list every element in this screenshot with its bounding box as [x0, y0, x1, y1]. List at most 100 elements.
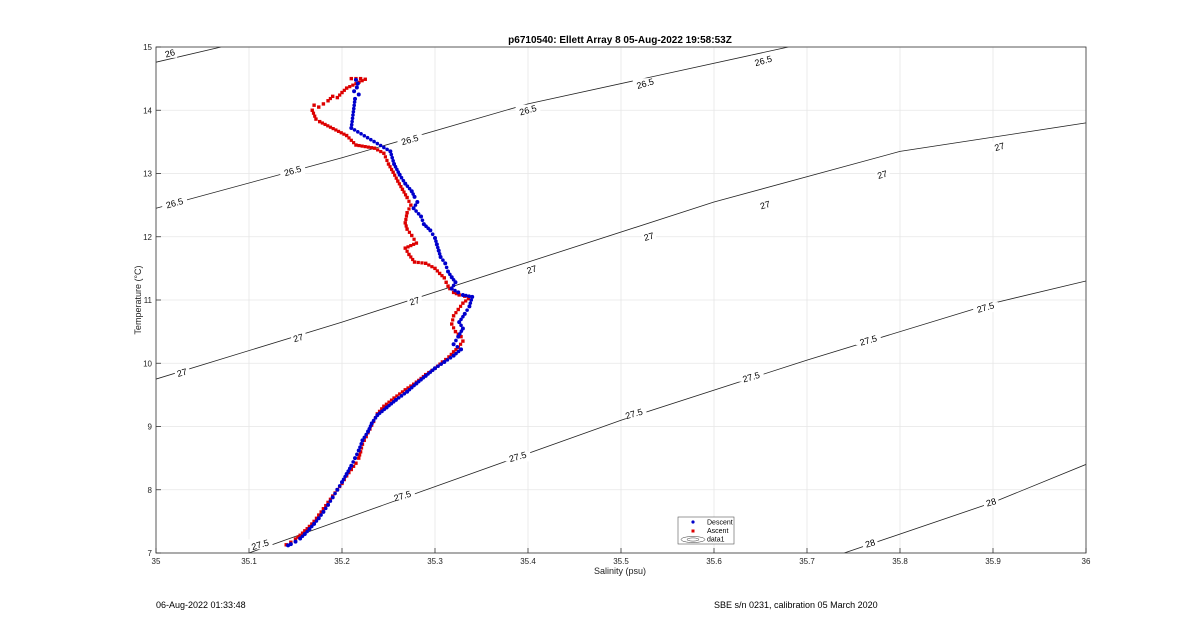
descent-point: [385, 147, 389, 152]
descent-point: [349, 125, 354, 130]
ascent-point: [357, 143, 361, 148]
descent-point: [407, 186, 412, 191]
ascent-point: [313, 114, 317, 118]
ascent-point: [326, 500, 330, 505]
ascent-point: [305, 527, 309, 531]
x-tick-label: 35: [152, 557, 161, 566]
ascent-point: [424, 261, 428, 266]
descent-point: [405, 184, 410, 188]
ascent-point: [369, 146, 374, 150]
ascent-point: [363, 145, 367, 149]
ascent-point: [405, 227, 409, 231]
contour-label-bg: [632, 78, 658, 89]
ascent-point: [319, 510, 323, 514]
x-tick-label: 35.5: [613, 557, 629, 566]
ascent-point: [388, 165, 392, 169]
descent-point: [390, 155, 395, 160]
ascent-point: [403, 193, 408, 197]
descent-point: [309, 524, 314, 529]
ascent-point: [358, 450, 363, 454]
contour-label: 26.5: [283, 164, 303, 178]
ascent-point: [466, 297, 471, 301]
contour-label-bg: [174, 367, 190, 378]
descent-point: [434, 242, 439, 247]
ascent-point: [380, 407, 384, 411]
ascent-point: [451, 318, 455, 322]
ascent-point: [404, 224, 408, 228]
contour-label-bg: [505, 451, 531, 462]
descent-point: [459, 323, 463, 328]
contour-label-bg: [750, 55, 776, 66]
descent-point: [439, 362, 444, 366]
descent-point: [413, 203, 418, 207]
ascent-point: [384, 402, 389, 406]
ascent-point: [451, 350, 456, 354]
ascent-point: [461, 339, 465, 343]
descent-point: [461, 314, 465, 319]
contour-label-bg: [524, 264, 539, 275]
contour-label-bg: [397, 134, 423, 145]
descent-point: [399, 175, 404, 180]
ascent-point: [409, 244, 413, 248]
descent-point: [319, 513, 323, 517]
contour-label-bg: [291, 332, 306, 343]
ascent-point: [311, 111, 316, 115]
descent-point: [442, 359, 447, 364]
ascent-point: [411, 257, 415, 262]
ascent-point: [405, 211, 409, 215]
ascent-point: [352, 464, 356, 468]
ascent-point: [459, 334, 463, 339]
descent-point: [459, 347, 464, 352]
ascent-point: [389, 398, 394, 402]
ascent-point: [446, 284, 450, 288]
descent-point: [356, 130, 360, 134]
descent-point: [396, 396, 401, 400]
descent-point: [441, 258, 445, 262]
descent-point: [358, 445, 362, 449]
ascent-point: [300, 531, 305, 535]
ascent-point: [328, 497, 332, 501]
ascent-point: [321, 102, 326, 106]
descent-point: [412, 383, 416, 388]
descent-point: [343, 474, 347, 479]
y-tick-label: 10: [143, 359, 152, 368]
ascent-point: [331, 94, 335, 99]
descent-point: [328, 499, 333, 503]
contour-label: 27.5: [393, 489, 413, 503]
descent-point: [351, 460, 355, 464]
ascent-point: [358, 76, 363, 81]
descent-point: [454, 338, 458, 343]
ascent-point: [328, 96, 332, 101]
descent-point: [464, 293, 468, 298]
ascent-point: [406, 386, 410, 390]
ascent-point: [407, 207, 411, 211]
footer-calibration: SBE s/n 0231, calibration 05 March 2020: [714, 600, 878, 610]
descent-point: [444, 265, 449, 270]
descent-point: [362, 435, 367, 440]
ascent-point: [340, 90, 344, 95]
descent-point: [419, 214, 424, 219]
y-tick-label: 9: [148, 423, 153, 432]
contour-label: 28: [985, 496, 997, 508]
descent-point: [414, 209, 418, 213]
contour-label: 27: [759, 199, 771, 211]
ascent-point: [420, 261, 424, 265]
ascent-point: [454, 311, 458, 315]
ascent-point: [386, 162, 391, 166]
descent-point: [305, 529, 309, 534]
density-contour-26: [156, 47, 222, 63]
contour-label: 27.5: [624, 407, 644, 421]
descent-point: [395, 167, 399, 172]
ascent-point: [366, 145, 370, 149]
contour-label-bg: [875, 169, 890, 180]
ascent-point: [354, 143, 358, 147]
ascent-point: [454, 348, 458, 352]
contour-label-bg: [973, 302, 998, 313]
descent-point: [323, 506, 328, 511]
ascent-point: [405, 249, 409, 253]
descent-point: [456, 290, 461, 295]
ascent-point: [336, 129, 341, 133]
ascent-point: [321, 507, 326, 511]
ascent-point: [377, 409, 382, 413]
descent-point: [455, 345, 460, 349]
